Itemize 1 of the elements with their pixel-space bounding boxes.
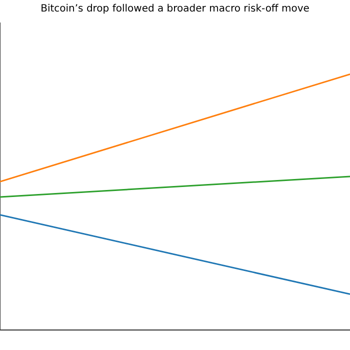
chart-title: Bitcoin’s drop followed a broader macro risk-off move	[40, 4, 310, 15]
